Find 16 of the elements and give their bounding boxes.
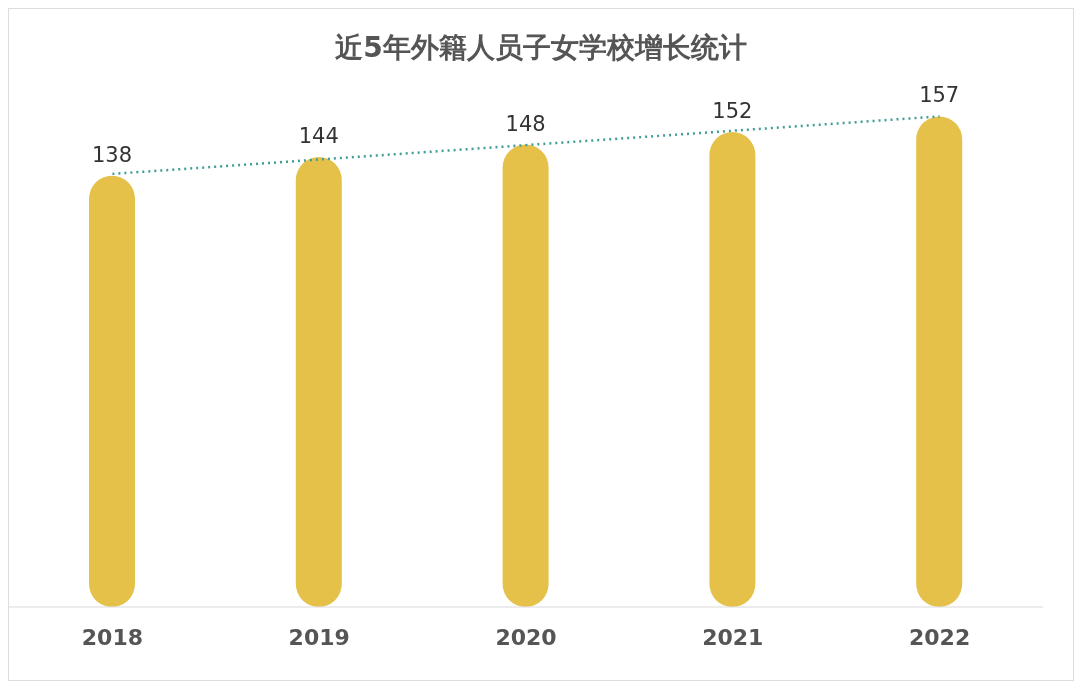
x-tick-label: 2018 [81,624,144,650]
bar [502,144,549,607]
bar [89,175,135,607]
x-tick-label: 2020 [495,624,557,650]
data-label: 144 [298,124,339,148]
data-label: 138 [91,142,133,167]
chart-title: 近5年外籍人员子女学校增长统计 [334,30,748,66]
data-label: 148 [505,111,546,136]
x-tick-label: 2022 [908,624,971,650]
data-label: 152 [712,99,753,123]
bar [295,157,342,607]
x-tick-label: 2021 [702,624,764,650]
x-tick-label: 2019 [288,624,350,650]
bar [916,116,963,607]
bar [709,132,756,607]
data-label: 157 [919,83,960,108]
